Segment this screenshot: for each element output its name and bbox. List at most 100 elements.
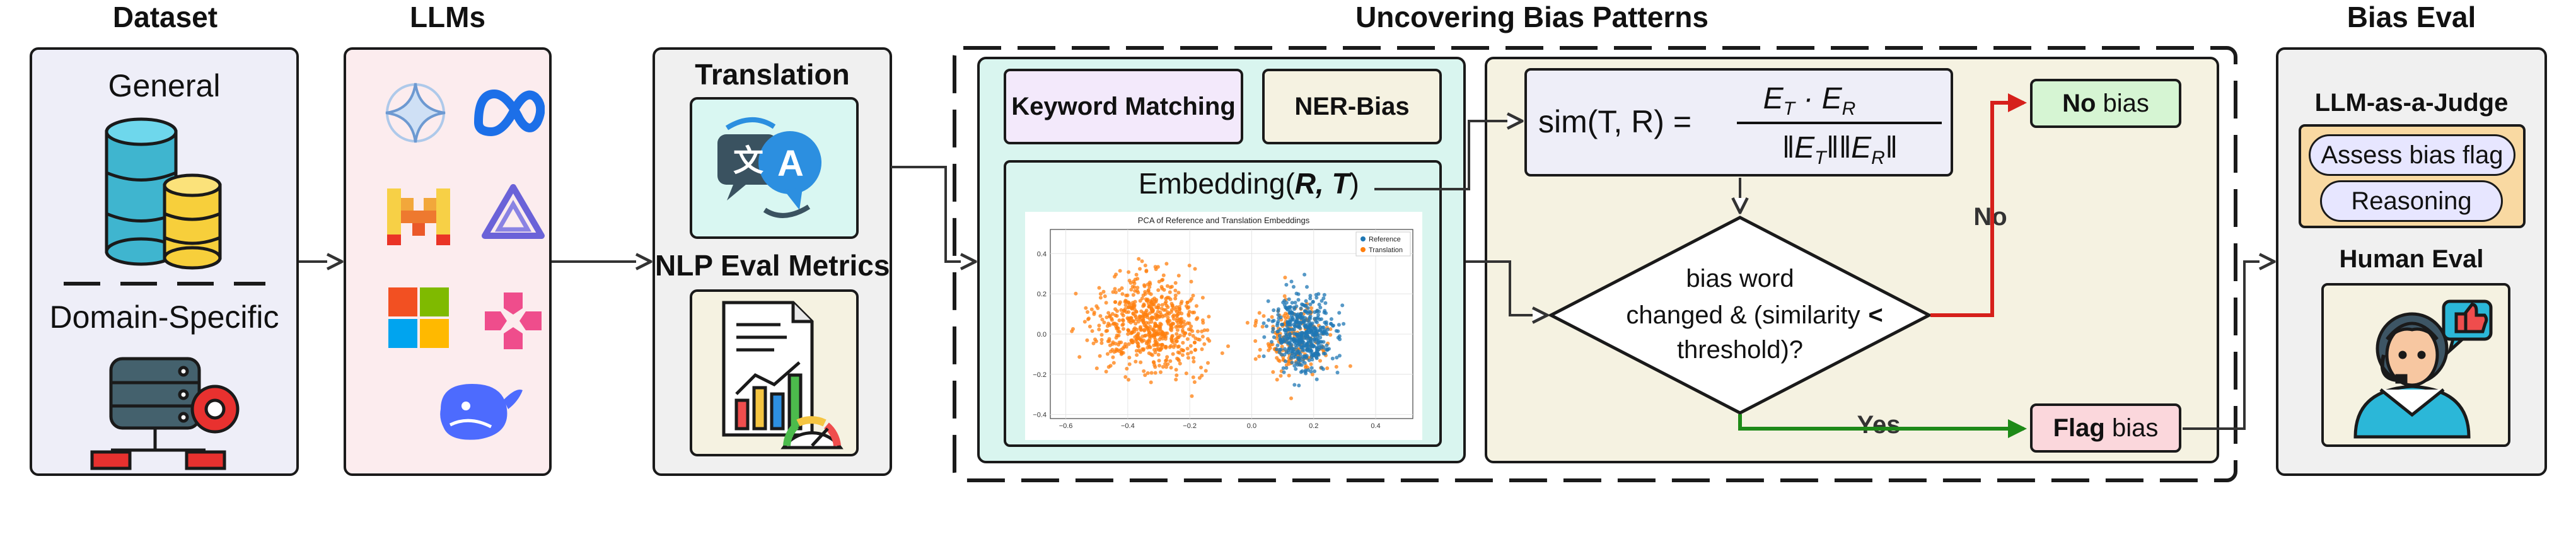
pca-point bbox=[1152, 328, 1156, 333]
pca-point bbox=[1142, 284, 1147, 289]
pca-point bbox=[1097, 327, 1101, 332]
pca-point bbox=[1166, 362, 1170, 366]
pca-point bbox=[1276, 320, 1280, 324]
pca-point bbox=[1270, 330, 1275, 334]
pca-point bbox=[1090, 329, 1094, 333]
pca-point bbox=[1137, 314, 1142, 318]
pca-point bbox=[1141, 348, 1146, 352]
pca-point bbox=[1194, 317, 1198, 321]
pca-point bbox=[1287, 320, 1292, 324]
pca-point bbox=[1113, 307, 1117, 311]
nlp-eval-metrics-title: NLP Eval Metrics bbox=[655, 249, 890, 282]
pca-point bbox=[1318, 340, 1323, 344]
pca-point bbox=[1180, 316, 1184, 321]
pca-point bbox=[1254, 318, 1258, 323]
pca-point bbox=[1104, 301, 1108, 305]
pca-point bbox=[1184, 304, 1188, 308]
pca-point bbox=[1253, 323, 1257, 328]
pca-point bbox=[1304, 310, 1309, 314]
pca-point bbox=[1200, 347, 1204, 351]
pca-point bbox=[1105, 352, 1110, 356]
pca-point bbox=[1320, 332, 1324, 336]
pca-point bbox=[1304, 303, 1308, 308]
pca-point bbox=[1310, 373, 1314, 376]
translation-title: Translation bbox=[695, 58, 850, 91]
pca-point bbox=[1113, 287, 1117, 291]
pca-point bbox=[1335, 371, 1340, 374]
pca-point bbox=[1127, 319, 1131, 323]
pca-point bbox=[1335, 356, 1339, 360]
pca-point bbox=[1082, 320, 1087, 324]
embedding-label-prefix: Embedding( bbox=[1138, 167, 1295, 200]
pca-point bbox=[1178, 333, 1182, 338]
no-bias-bold: No bbox=[2062, 90, 2096, 117]
pca-point bbox=[1149, 371, 1154, 375]
pca-point bbox=[1309, 306, 1313, 310]
pca-point bbox=[1294, 367, 1298, 371]
pca-point bbox=[1154, 299, 1158, 304]
pca-point bbox=[1207, 339, 1212, 343]
pca-point bbox=[1287, 362, 1291, 366]
pca-point bbox=[1121, 318, 1125, 323]
pca-point bbox=[1180, 320, 1184, 325]
pca-point bbox=[1134, 272, 1139, 277]
pca-plot-ticks: −0.6 −0.4 −0.2 0.0 0.2 0.4 0.4 0.2 0.0 −0.2 −0.4 bbox=[1033, 250, 1380, 430]
pca-point bbox=[1116, 329, 1120, 333]
pca-point bbox=[1162, 308, 1166, 312]
pca-point bbox=[1323, 351, 1327, 356]
pca-x-tick-label: 0.4 bbox=[1371, 422, 1380, 430]
pca-point bbox=[1171, 316, 1176, 321]
pca-point bbox=[1267, 318, 1271, 322]
pca-point bbox=[1138, 267, 1142, 271]
pca-point bbox=[1117, 349, 1122, 354]
dataset-general-label: General bbox=[108, 68, 221, 103]
pca-point bbox=[1139, 328, 1143, 332]
pca-point bbox=[1117, 318, 1122, 323]
bias-eval-stage-title: Bias Eval bbox=[2347, 1, 2476, 33]
pca-point bbox=[1120, 286, 1124, 291]
pca-point bbox=[1312, 337, 1316, 342]
translate-icon: 文 A bbox=[717, 117, 821, 218]
pca-point bbox=[1149, 320, 1154, 324]
pca-point bbox=[1135, 289, 1139, 293]
pca-point bbox=[1307, 330, 1311, 335]
arrow-translation-to-detection bbox=[891, 166, 974, 262]
pca-point bbox=[1190, 297, 1194, 301]
llms-stage-title: LLMs bbox=[409, 1, 486, 33]
meta-logo-icon bbox=[474, 90, 545, 136]
pca-point bbox=[1117, 288, 1122, 292]
pca-point bbox=[1099, 338, 1104, 342]
pca-point bbox=[1189, 324, 1193, 328]
pca-x-tick-label: 0.2 bbox=[1309, 422, 1318, 430]
pca-x-tick-label: 0.0 bbox=[1247, 422, 1256, 430]
pca-point bbox=[1308, 302, 1313, 306]
pca-point bbox=[1277, 333, 1282, 338]
decision-line-2: changed & (similarity bbox=[1592, 301, 1894, 330]
pca-point bbox=[1159, 313, 1163, 317]
pca-point bbox=[1303, 369, 1308, 374]
pca-point bbox=[1131, 312, 1135, 316]
pca-point bbox=[1173, 281, 1178, 285]
pca-point bbox=[1168, 345, 1172, 349]
pca-point bbox=[1253, 339, 1258, 343]
pca-point bbox=[1113, 300, 1118, 304]
pca-point bbox=[1262, 321, 1266, 325]
pca-point bbox=[1175, 313, 1180, 317]
pca-point bbox=[1165, 355, 1169, 359]
pca-point bbox=[1099, 341, 1104, 345]
pca-point bbox=[1160, 342, 1164, 347]
pca-point bbox=[1173, 288, 1178, 292]
pca-point bbox=[1143, 264, 1147, 268]
pca-point bbox=[1123, 303, 1128, 307]
pca-point bbox=[1152, 347, 1156, 352]
pca-point bbox=[1288, 308, 1292, 313]
pca-point bbox=[1299, 306, 1303, 311]
pca-point bbox=[1150, 309, 1154, 313]
assess-bias-flag-pill: Assess bias flag bbox=[2309, 134, 2515, 176]
decision-line-1: bias word bbox=[1686, 265, 1794, 292]
pca-point bbox=[1308, 314, 1313, 318]
pca-point bbox=[1275, 356, 1279, 360]
embedding-box: Embedding(R, T) PCA of Reference and Tra… bbox=[1004, 160, 1442, 447]
pca-point bbox=[1126, 332, 1130, 336]
